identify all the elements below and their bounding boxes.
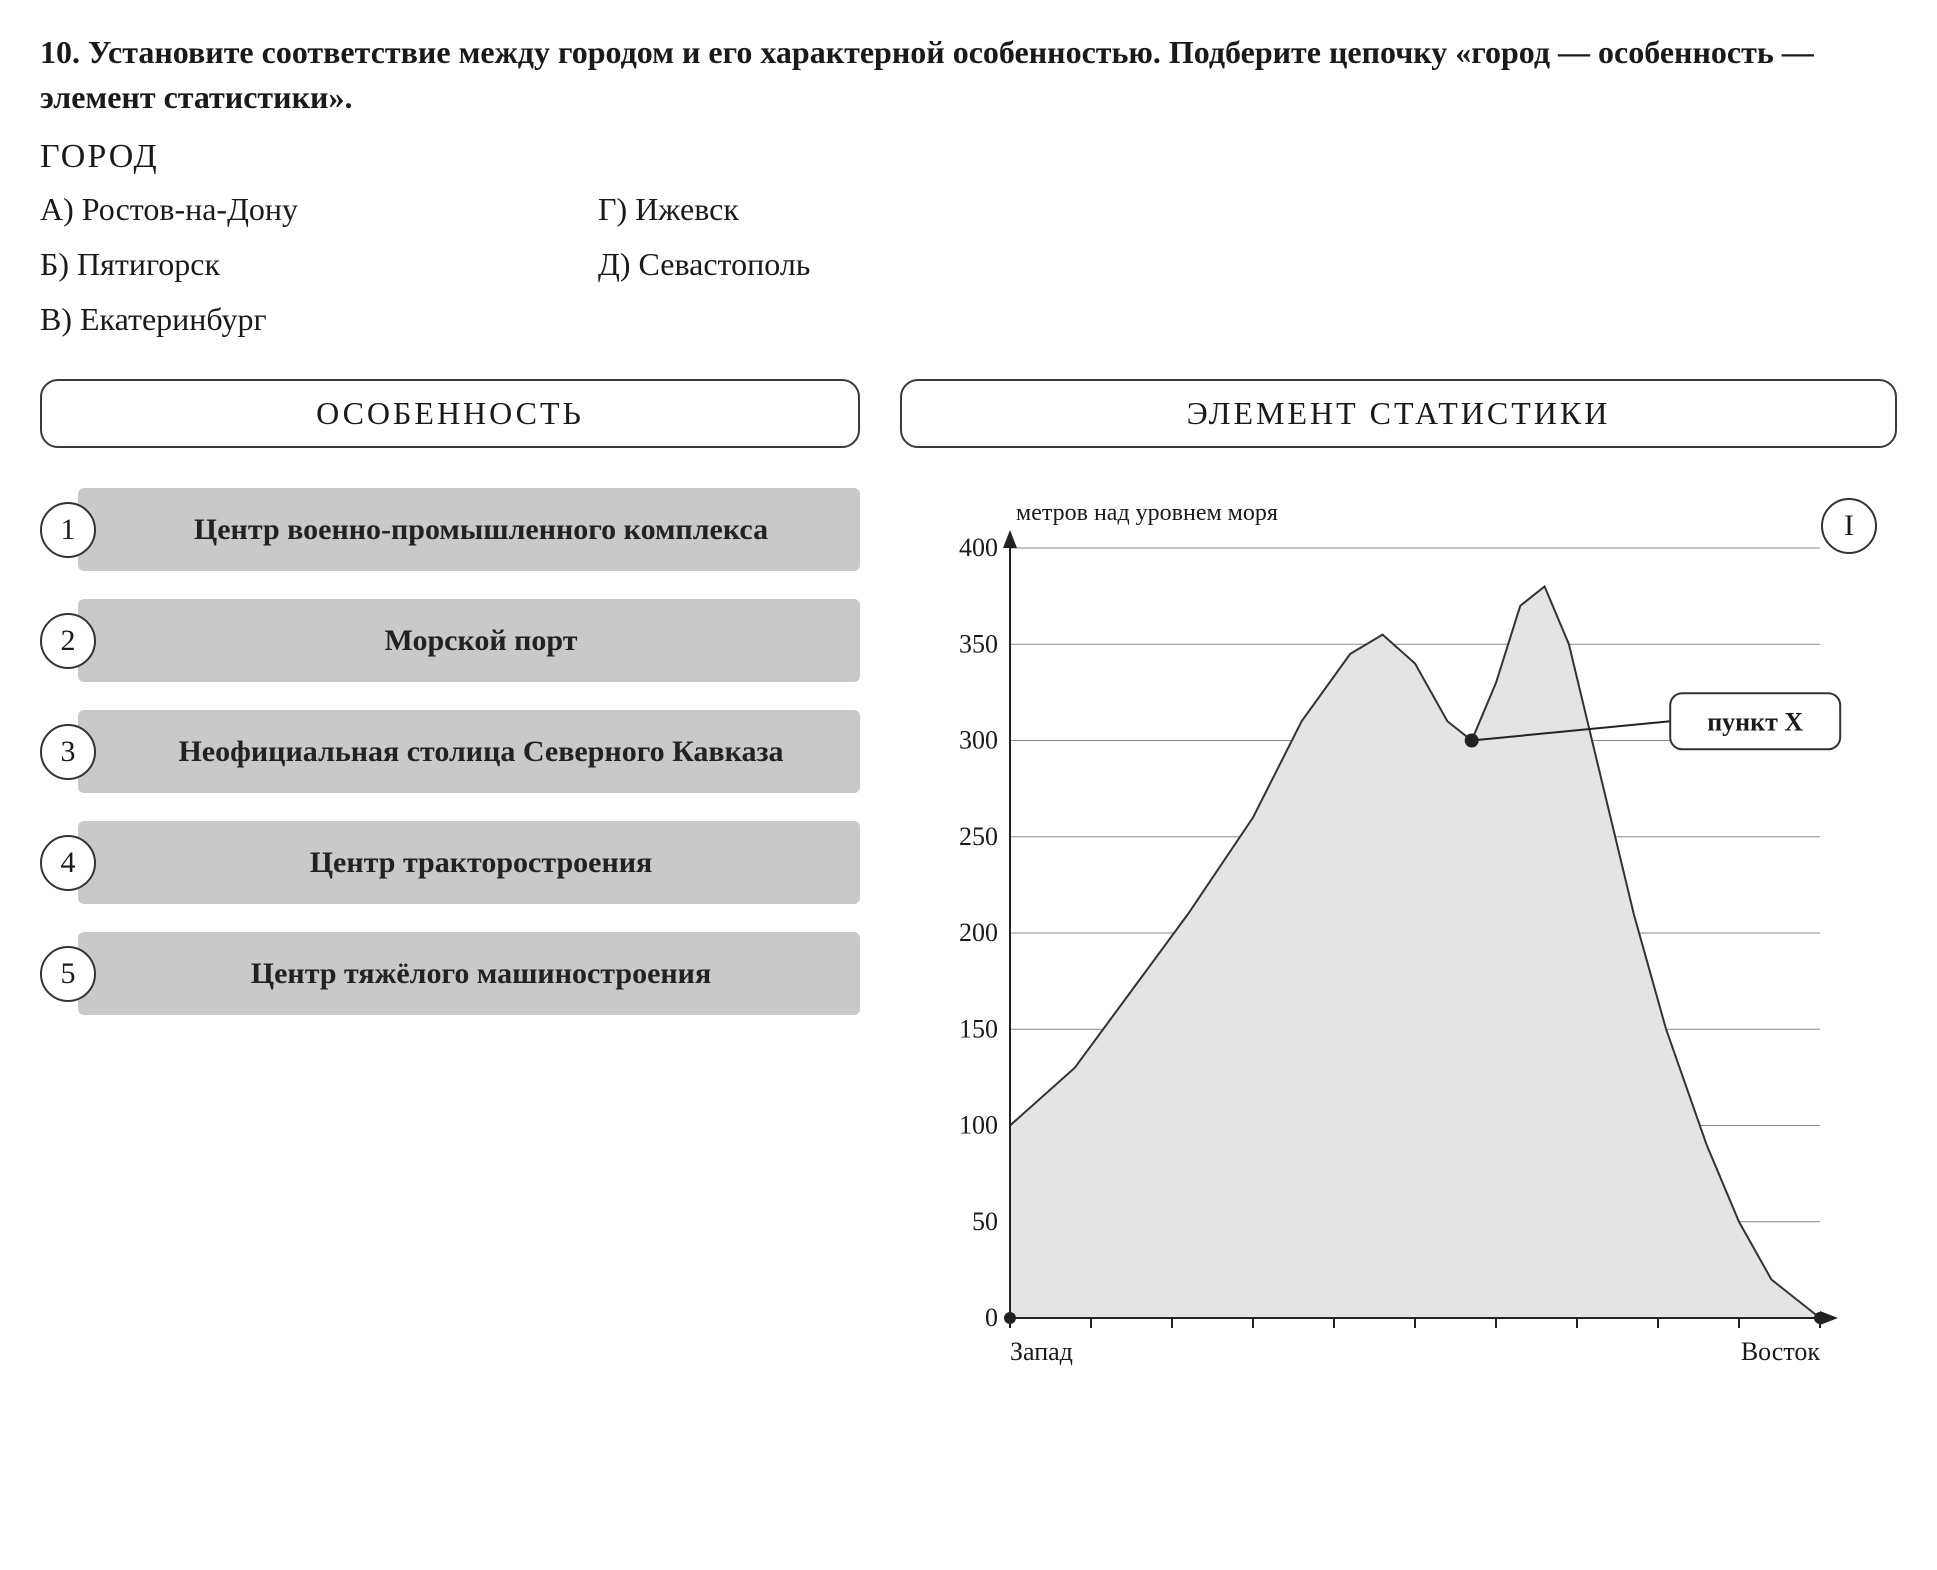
feature-item: 2 Морской порт <box>40 599 860 682</box>
svg-text:Восток: Восток <box>1741 1337 1821 1366</box>
question-number: 10. <box>40 34 80 70</box>
svg-text:0: 0 <box>985 1303 998 1332</box>
feature-text: Морской порт <box>78 599 860 682</box>
elevation-svg: 0 50 100 150 200 250 300 350 400 метров над уровн… <box>900 488 1860 1388</box>
city-item: А) Ростов-на-Дону <box>40 184 298 235</box>
svg-text:пункт X: пункт X <box>1707 707 1803 736</box>
feature-text: Центр тяжёлого машиностроения <box>78 932 860 1015</box>
feature-section-title: ОСОБЕННОСТЬ <box>40 379 860 448</box>
cities-col-right: Г) Ижевск Д) Севастополь <box>598 184 810 350</box>
feature-number-badge: 3 <box>40 724 96 780</box>
svg-text:300: 300 <box>959 726 998 755</box>
city-letter: В) <box>40 301 72 337</box>
feature-number-badge: 1 <box>40 502 96 558</box>
elevation-chart: I 0 50 100 150 200 250 300 350 400 метров над уро… <box>900 488 1897 1393</box>
question-text: Установите соответствие между городом и … <box>40 34 1814 115</box>
question-header: 10. Установите соответствие между городо… <box>40 30 1897 120</box>
svg-text:350: 350 <box>959 629 998 658</box>
svg-text:метров над уровнем моря: метров над уровнем моря <box>1016 500 1278 526</box>
svg-text:150: 150 <box>959 1014 998 1043</box>
feature-item: 4 Центр тракторостроения <box>40 821 860 904</box>
cities-row: А) Ростов-на-Дону Б) Пятигорск В) Екатер… <box>40 184 1897 350</box>
city-item: Б) Пятигорск <box>40 239 298 290</box>
svg-text:Запад: Запад <box>1010 1337 1073 1366</box>
city-name: Пятигорск <box>77 246 220 282</box>
feature-number-badge: 2 <box>40 613 96 669</box>
city-name: Екатеринбург <box>80 301 267 337</box>
city-name: Ижевск <box>635 191 739 227</box>
city-item: Д) Севастополь <box>598 239 810 290</box>
city-item: В) Екатеринбург <box>40 294 298 345</box>
svg-text:400: 400 <box>959 533 998 562</box>
cities-col-left: А) Ростов-на-Дону Б) Пятигорск В) Екатер… <box>40 184 298 350</box>
statistics-column: ЭЛЕМЕНТ СТАТИСТИКИ I 0 50 100 150 200 250 300 3… <box>900 379 1897 1393</box>
city-item: Г) Ижевск <box>598 184 810 235</box>
svg-text:100: 100 <box>959 1111 998 1140</box>
feature-text: Неофициальная столица Северного Кавказа <box>78 710 860 793</box>
city-letter: Б) <box>40 246 69 282</box>
feature-text: Центр тракторостроения <box>78 821 860 904</box>
feature-number-badge: 4 <box>40 835 96 891</box>
city-section-label: ГОРОД <box>40 138 1897 176</box>
svg-text:50: 50 <box>972 1207 998 1236</box>
stat-section-title: ЭЛЕМЕНТ СТАТИСТИКИ <box>900 379 1897 448</box>
features-column: ОСОБЕННОСТЬ 1 Центр военно-промышленного… <box>40 379 860 1393</box>
feature-text: Центр военно-промышленного комплекса <box>78 488 860 571</box>
feature-item: 5 Центр тяжёлого машиностроения <box>40 932 860 1015</box>
chart-badge: I <box>1821 498 1877 554</box>
svg-text:250: 250 <box>959 822 998 851</box>
svg-text:200: 200 <box>959 918 998 947</box>
feature-number-badge: 5 <box>40 946 96 1002</box>
two-column-layout: ОСОБЕННОСТЬ 1 Центр военно-промышленного… <box>40 379 1897 1393</box>
city-name: Ростов-на-Дону <box>82 191 298 227</box>
feature-item: 1 Центр военно-промышленного комплекса <box>40 488 860 571</box>
city-letter: Г) <box>598 191 627 227</box>
feature-item: 3 Неофициальная столица Северного Кавказ… <box>40 710 860 793</box>
city-letter: Д) <box>598 246 630 282</box>
city-letter: А) <box>40 191 74 227</box>
city-name: Севастополь <box>639 246 811 282</box>
